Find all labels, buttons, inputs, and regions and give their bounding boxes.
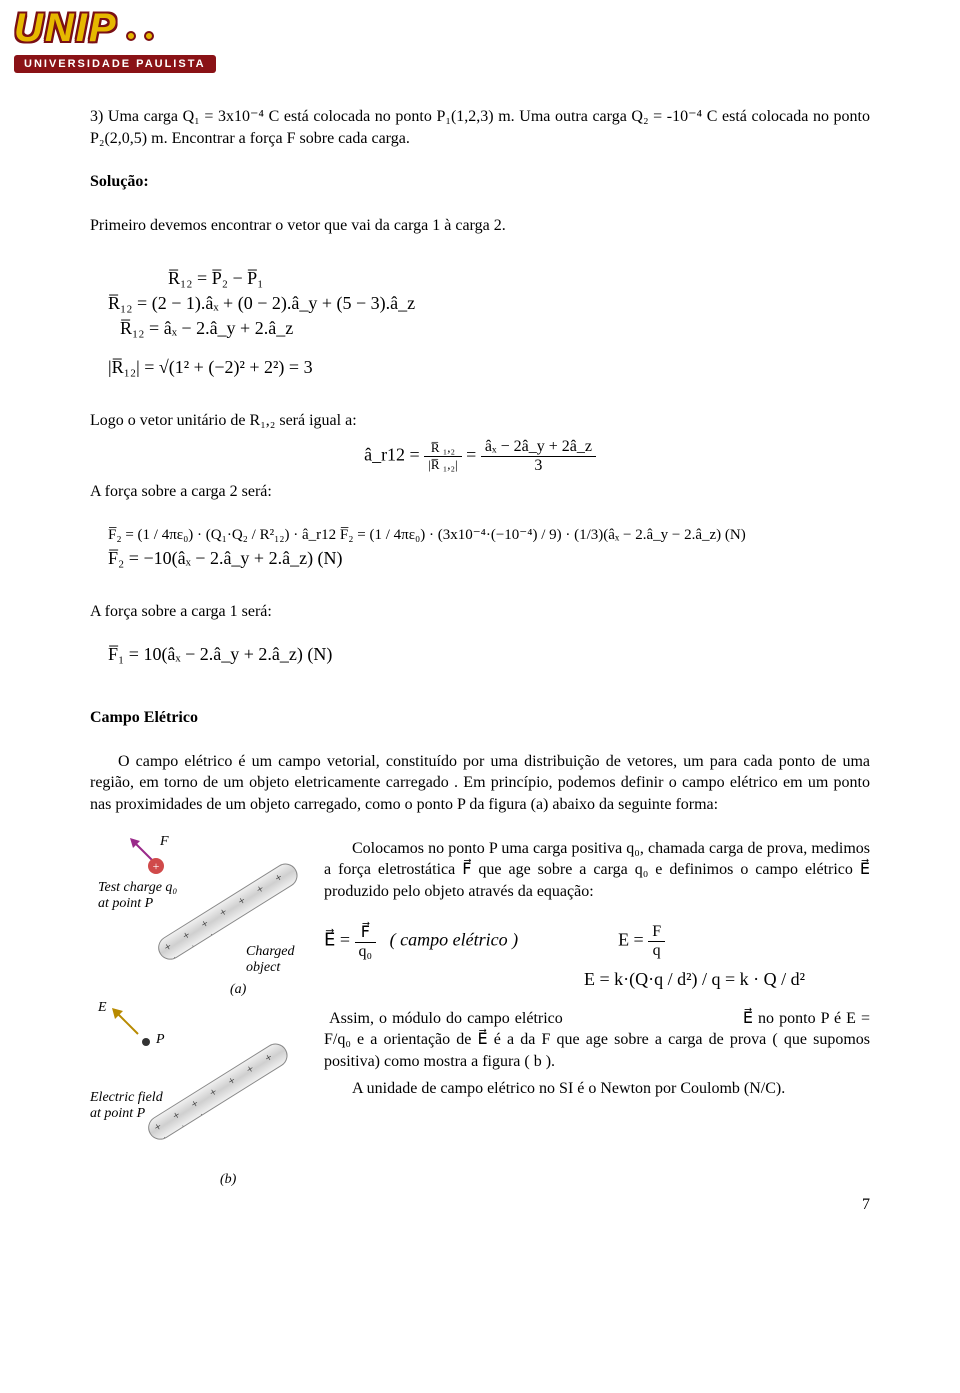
fig-a-charged: Charged (246, 944, 294, 960)
logo-dot-icon (144, 31, 154, 41)
campo-p2: Colocamos no ponto P uma carga positiva … (324, 838, 870, 903)
eq-f1-result: F̅₁ = 10(âₓ − 2.â_y + 2.â_z) (N) (108, 644, 870, 665)
eq-r12-result: R̅₁₂ = âₓ − 2.â_y + 2.â_z (120, 318, 870, 339)
campo-eq-row: E⃗ = F⃗ q₀ ( campo elétrico ) E = F q (324, 918, 870, 965)
fig-b-P: P (156, 1032, 165, 1048)
logo-subtitle: UNIVERSIDADE PAULISTA (14, 55, 216, 73)
eq-unit-vector: â_r12 = R̅ ₁,₂ |R̅ ₁,₂| = âₓ − 2â_y + 2â… (90, 438, 870, 475)
figure-b: + + + + + + + + + + E⃗ P Electric field … (90, 1002, 310, 1192)
solution-step1: Primeiro devemos encontrar o vetor que v… (90, 215, 870, 237)
page-header: UNIP UNIVERSIDADE PAULISTA (0, 0, 960, 90)
solution-label: Solução: (90, 171, 870, 193)
page-content: 3) Uma carga Q₁ = 3x10⁻⁴ C está colocada… (0, 90, 960, 1192)
eq-r12-expand: R̅₁₂ = (2 − 1).âₓ + (0 − 2).â_y + (5 − 3… (108, 293, 870, 314)
fig-a-object: object (246, 960, 280, 976)
campo-p2-col: Colocamos no ponto P uma carga positiva … (324, 832, 870, 995)
logo-dot-icon (126, 31, 136, 41)
logo-text: UNIP (14, 6, 118, 50)
point-p-dot-icon (142, 1038, 150, 1046)
eq-f2-full: F̅₂ = (1 / 4πε₀) · (Q₁·Q₂ / R²₁₂) · â_r1… (108, 525, 870, 544)
eq-campo-side2: E = k·(Q·q / d²) / q = k · Q / d² (584, 969, 870, 990)
eq-unitvec-frac1: R̅ ₁,₂ |R̅ ₁,₂| (424, 440, 461, 473)
page-number: 7 (862, 1196, 870, 1214)
campo-p3-col: Assim, o módulo do campo elétrico E⃗ no … (324, 1002, 870, 1106)
campo-p3: Assim, o módulo do campo elétrico E⃗ no … (324, 1008, 870, 1073)
eq-campo-main: E⃗ = F⃗ q₀ ( campo elétrico ) (324, 922, 518, 961)
eq-f2-result: F̅₂ = −10(âₓ − 2.â_y + 2.â_z) (N) (108, 548, 870, 569)
equation-block-f2: F̅₂ = (1 / 4πε₀) · (Q₁·Q₂ / R²₁₂) · â_r1… (108, 525, 870, 569)
fig-a-atP: at point P (98, 896, 153, 912)
eq-r12-def: R̅₁₂ = P̅₂ − P̅₁ (168, 268, 870, 289)
eq-unitvec-frac2: âₓ − 2â_y + 2â_z 3 (481, 438, 596, 475)
force1-label: A força sobre a carga 1 será: (90, 601, 870, 623)
fig-b-label: (b) (220, 1172, 236, 1188)
fig-b-E-label: E⃗ (98, 1000, 117, 1016)
figure-a-col: + + + + + + + + + + F⃗ + Test charge q₀ … (90, 832, 310, 1002)
figure-b-row: + + + + + + + + + + E⃗ P Electric field … (90, 1002, 870, 1192)
fig-a-label: (a) (230, 982, 246, 998)
test-charge-dot-icon: + (148, 858, 164, 874)
campo-eletrico-title: Campo Elétrico (90, 707, 870, 729)
fig-b-atP: at point P (90, 1106, 145, 1122)
fig-a-testcharge: Test charge q₀ (98, 880, 177, 896)
equation-block-r12: R̅₁₂ = P̅₂ − P̅₁ R̅₁₂ = (2 − 1).âₓ + (0 … (108, 268, 870, 378)
charged-rod-b-icon: + + + + + + + + + + (144, 1039, 292, 1144)
problem-statement: 3) Uma carga Q₁ = 3x10⁻⁴ C está colocada… (90, 106, 870, 149)
figure-b-col: + + + + + + + + + + E⃗ P Electric field … (90, 1002, 310, 1192)
eq-equals: = (466, 445, 481, 465)
force2-label: A força sobre a carga 2 será: (90, 481, 870, 503)
eq-r12-mag: |R̅₁₂| = √(1² + (−2)² + 2²) = 3 (108, 357, 870, 378)
fig-b-elec: Electric field (90, 1090, 163, 1106)
fig-a-F-label: F⃗ (160, 834, 179, 850)
unip-logo: UNIP UNIVERSIDADE PAULISTA (14, 6, 274, 84)
figure-a: + + + + + + + + + + F⃗ + Test charge q₀ … (90, 832, 310, 1002)
campo-p4: A unidade de campo elétrico no SI é o Ne… (324, 1078, 870, 1100)
unit-vector-intro: Logo o vetor unitário de R₁,₂ será igual… (90, 410, 870, 432)
campo-p1: O campo elétrico é um campo vetorial, co… (90, 751, 870, 816)
figure-a-row: + + + + + + + + + + F⃗ + Test charge q₀ … (90, 832, 870, 1002)
equation-block-f1: F̅₁ = 10(âₓ − 2.â_y + 2.â_z) (N) (108, 644, 870, 665)
eq-unitvec-lhs: â_r12 = (364, 445, 420, 465)
eq-campo-side1: E = F q (618, 923, 665, 960)
